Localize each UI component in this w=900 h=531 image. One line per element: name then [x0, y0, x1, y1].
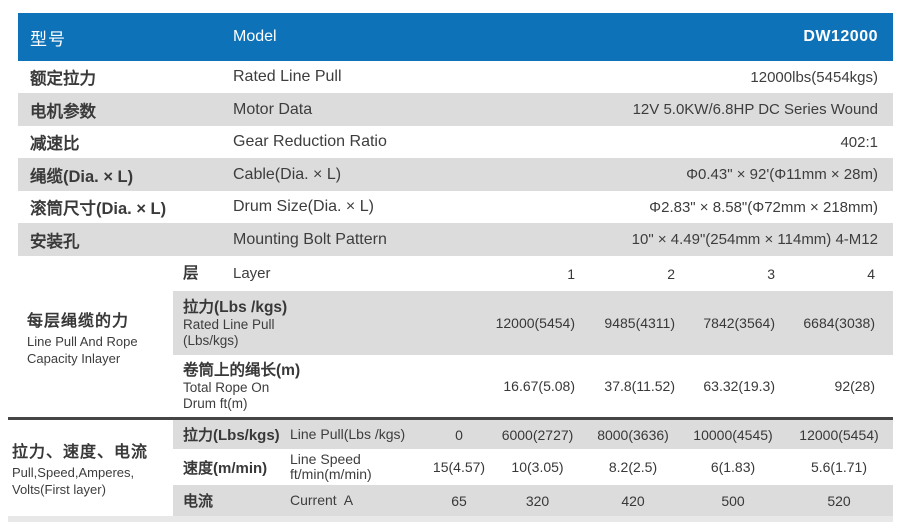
line-pull-label-en: Line Pull(Lbs /kgs): [290, 426, 406, 442]
current-value: 65: [451, 492, 467, 509]
model-value: DW12000: [803, 28, 878, 45]
line-pull-value: 6000(2727): [501, 426, 574, 443]
layer-label-en: Layer: [233, 264, 271, 282]
current-value: 520: [827, 492, 851, 509]
rope-value: 92(28): [834, 378, 875, 394]
layer-number: 2: [667, 265, 675, 282]
rope-value: 37.8(11.52): [604, 378, 675, 394]
layer-number: 4: [867, 265, 875, 282]
spec-row-rated-line-pull: 额定拉力 Rated Line Pull 12000lbs(5454kgs): [18, 61, 893, 93]
row-label-en: Gear Reduction Ratio: [233, 133, 387, 150]
rope-value: 63.32(19.3): [703, 378, 775, 394]
line-speed-value: 10(3.05): [511, 459, 564, 475]
section-label-en: Volts(First layer): [12, 482, 106, 497]
layer-label-cn: 层: [183, 265, 199, 282]
performance-section: 拉力、速度、电流 Pull,Speed,Amperes, Volts(First…: [10, 420, 893, 516]
row-value: 10" × 4.49"(254mm × 114mm) 4-M12: [631, 231, 878, 248]
header-label-en: Model: [233, 28, 277, 45]
section-label-en: Capacity Inlayer: [27, 350, 121, 366]
spec-row-cable: 绳缆(Dia. × L) Cable(Dia. × L) Φ0.43" × 92…: [18, 158, 893, 191]
row-value: 402:1: [840, 133, 878, 151]
table-bottom-border: [8, 516, 893, 522]
row-label-en: Mounting Bolt Pattern: [233, 230, 387, 248]
row-label-en: Motor Data: [233, 100, 313, 118]
line-speed-value: 8.2(2.5): [608, 459, 658, 475]
row-label-cn: 额定拉力: [30, 70, 96, 88]
line-speed-label-cn: 速度(m/min): [183, 459, 268, 477]
current-label-cn: 电流: [183, 493, 214, 510]
spec-row-gear-ratio: 减速比 Gear Reduction Ratio 402:1: [18, 126, 893, 158]
layer-section: 每层绳缆的力 Line Pull And Rope Capacity Inlay…: [18, 256, 893, 417]
row-label-cn: 安装孔: [30, 232, 80, 251]
line-speed-value: 5.6(1.71): [810, 459, 868, 475]
line-speed-value: 15(4.57): [432, 459, 486, 475]
performance-section-label: 拉力、速度、电流 Pull,Speed,Amperes, Volts(First…: [10, 420, 173, 516]
rated-pull-label-cn: 拉力(Lbs /kgs): [183, 298, 288, 316]
rope-label-en: Drum ft(m): [183, 395, 248, 411]
rope-label-cn: 卷筒上的绳长(m): [183, 361, 301, 379]
table-header-row: 型号 Model DW12000: [18, 13, 893, 61]
rated-pull-value: 9485(4311): [604, 315, 675, 331]
rated-pull-value: 6684(3038): [803, 315, 875, 331]
line-pull-value: 12000(5454): [799, 426, 879, 443]
section-label-cn: 每层绳缆的力: [27, 312, 130, 330]
section-label-en: Pull,Speed,Amperes,: [12, 465, 135, 480]
line-speed-row: 速度(m/min) Line Speed ft/min(m/min) 15(4.5…: [173, 449, 893, 485]
current-value: 500: [721, 492, 745, 509]
section-label-cn: 拉力、速度、电流: [12, 444, 149, 461]
rope-label-en: Total Rope On: [183, 379, 270, 395]
row-label-cn: 电机参数: [30, 102, 96, 121]
row-value: 12V 5.0KW/6.8HP DC Series Wound: [632, 101, 878, 118]
rope-value: 16.67(5.08): [503, 378, 575, 394]
section-divider: [8, 417, 893, 420]
spec-row-motor-data: 电机参数 Motor Data 12V 5.0KW/6.8HP DC Serie…: [18, 93, 893, 126]
header-label-cn: 型号: [30, 29, 66, 49]
line-pull-value: 8000(3636): [597, 426, 669, 443]
spec-sheet: 型号 Model DW12000 额定拉力 Rated Line Pull 12…: [8, 13, 893, 522]
row-value: 12000lbs(5454kgs): [750, 68, 878, 86]
row-label-en: Rated Line Pull: [233, 68, 342, 85]
line-pull-row: 拉力(Lbs/kgs) Line Pull(Lbs /kgs) 0 6000(2…: [173, 420, 893, 449]
current-value: 320: [525, 492, 550, 509]
spec-row-mounting-bolt: 安装孔 Mounting Bolt Pattern 10" × 4.49"(25…: [18, 223, 893, 256]
rope-length-row: 卷筒上的绳长(m) Total Rope On Drum ft(m) 16.67…: [173, 355, 893, 417]
line-pull-value: 10000(4545): [693, 426, 773, 443]
line-pull-label-cn: 拉力(Lbs/kgs): [183, 427, 280, 444]
row-label-en: Cable(Dia. × L): [233, 165, 342, 183]
layer-number: 3: [767, 265, 775, 282]
line-speed-label-en-line1: Line Speed: [290, 451, 361, 467]
row-label-cn: 绳缆(Dia. × L): [30, 167, 134, 186]
rated-pull-label-en: (Lbs/kgs): [183, 332, 239, 348]
line-pull-value: 0: [455, 426, 463, 443]
layer-header-row: 层 Layer 1 2 3 4: [173, 256, 893, 291]
rated-pull-value: 12000(5454): [495, 315, 575, 331]
row-label-cn: 滚筒尺寸(Dia. × L): [30, 200, 167, 218]
row-label-cn: 减速比: [30, 135, 80, 153]
rated-pull-label-en: Rated Line Pull: [183, 316, 275, 332]
line-speed-value: 6(1.83): [710, 459, 756, 475]
rated-pull-value: 7842(3564): [703, 315, 775, 331]
spec-row-drum-size: 滚筒尺寸(Dia. × L) Drum Size(Dia. × L) Φ2.83…: [18, 191, 893, 223]
layer-section-label: 每层绳缆的力 Line Pull And Rope Capacity Inlay…: [18, 256, 173, 417]
line-speed-label-en-line2: ft/min(m/min): [290, 466, 372, 482]
current-value: 420: [621, 492, 645, 509]
rated-pull-row: 拉力(Lbs /kgs) Rated Line Pull (Lbs/kgs) 1…: [173, 291, 893, 355]
row-label-en: Drum Size(Dia. × L): [233, 198, 374, 215]
row-value: Φ2.83" × 8.58"(Φ72mm × 218mm): [649, 198, 878, 216]
row-value: Φ0.43" × 92'(Φ11mm × 28m): [686, 166, 878, 183]
line-speed-label-en: Line Speed ft/min(m/min): [290, 452, 420, 482]
section-label-en: Line Pull And Rope: [27, 333, 138, 349]
layer-number: 1: [567, 265, 575, 282]
current-row: 电流 Current A 65 320 420 500 520: [173, 485, 893, 516]
current-label-en: Current A: [290, 492, 354, 508]
